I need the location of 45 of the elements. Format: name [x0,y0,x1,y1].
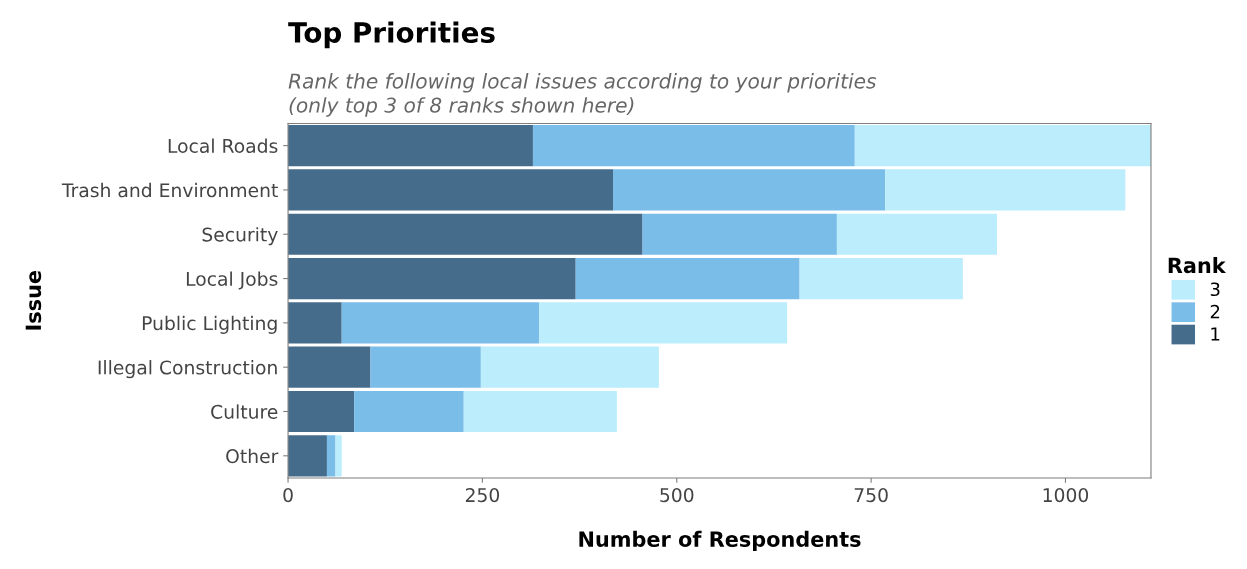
bar [836,213,998,255]
bar [799,257,963,300]
x-tick-label: 750 [854,488,888,503]
y-axis-title: Issue [25,270,42,330]
y-tick-label: Illegal Construction [98,360,277,379]
y-tick-label: Local Roads [168,138,278,154]
bar [341,302,540,344]
bar [288,346,371,388]
y-tick-label: Local Jobs [186,271,278,290]
legend-title: Rank [1168,257,1227,274]
x-tick-label: 1000 [1043,488,1089,503]
bar [480,346,659,388]
bar [335,435,342,477]
bar [288,302,342,344]
bar [539,302,788,344]
y-tick-label: Trash and Environment [61,182,278,198]
x-tick-label: 500 [660,488,694,503]
bar [288,390,355,433]
y-tick-label: Culture [211,404,278,419]
bar [288,257,576,300]
chart-subtitle: Rank the following local issues according to your priorities (only top 3 of 8 ranks shown here) [288,73,877,117]
legend-label: 2 [1210,304,1220,319]
bar [885,169,1126,211]
x-axis-title: Number of Respondents [579,530,861,551]
bar [288,213,643,255]
bar [288,169,614,211]
bar [326,435,336,477]
bar [463,390,617,433]
bar [288,435,327,477]
x-tick-label: 250 [465,488,500,503]
chart-title: Top Priorities [288,21,495,49]
x-tick-label: 0 [283,488,293,503]
bar [532,125,855,167]
bar [642,213,837,255]
y-tick-label: Public Lighting [142,315,277,334]
legend-label: 3 [1210,282,1220,297]
legend-label: 1 [1211,327,1220,341]
y-tick-label: Other [226,448,279,464]
bar [288,125,533,167]
bar [854,125,1151,167]
y-tick-label: Security [202,227,278,246]
bar [354,390,464,433]
bar [613,169,886,211]
bar [575,257,800,300]
bar [370,346,481,388]
